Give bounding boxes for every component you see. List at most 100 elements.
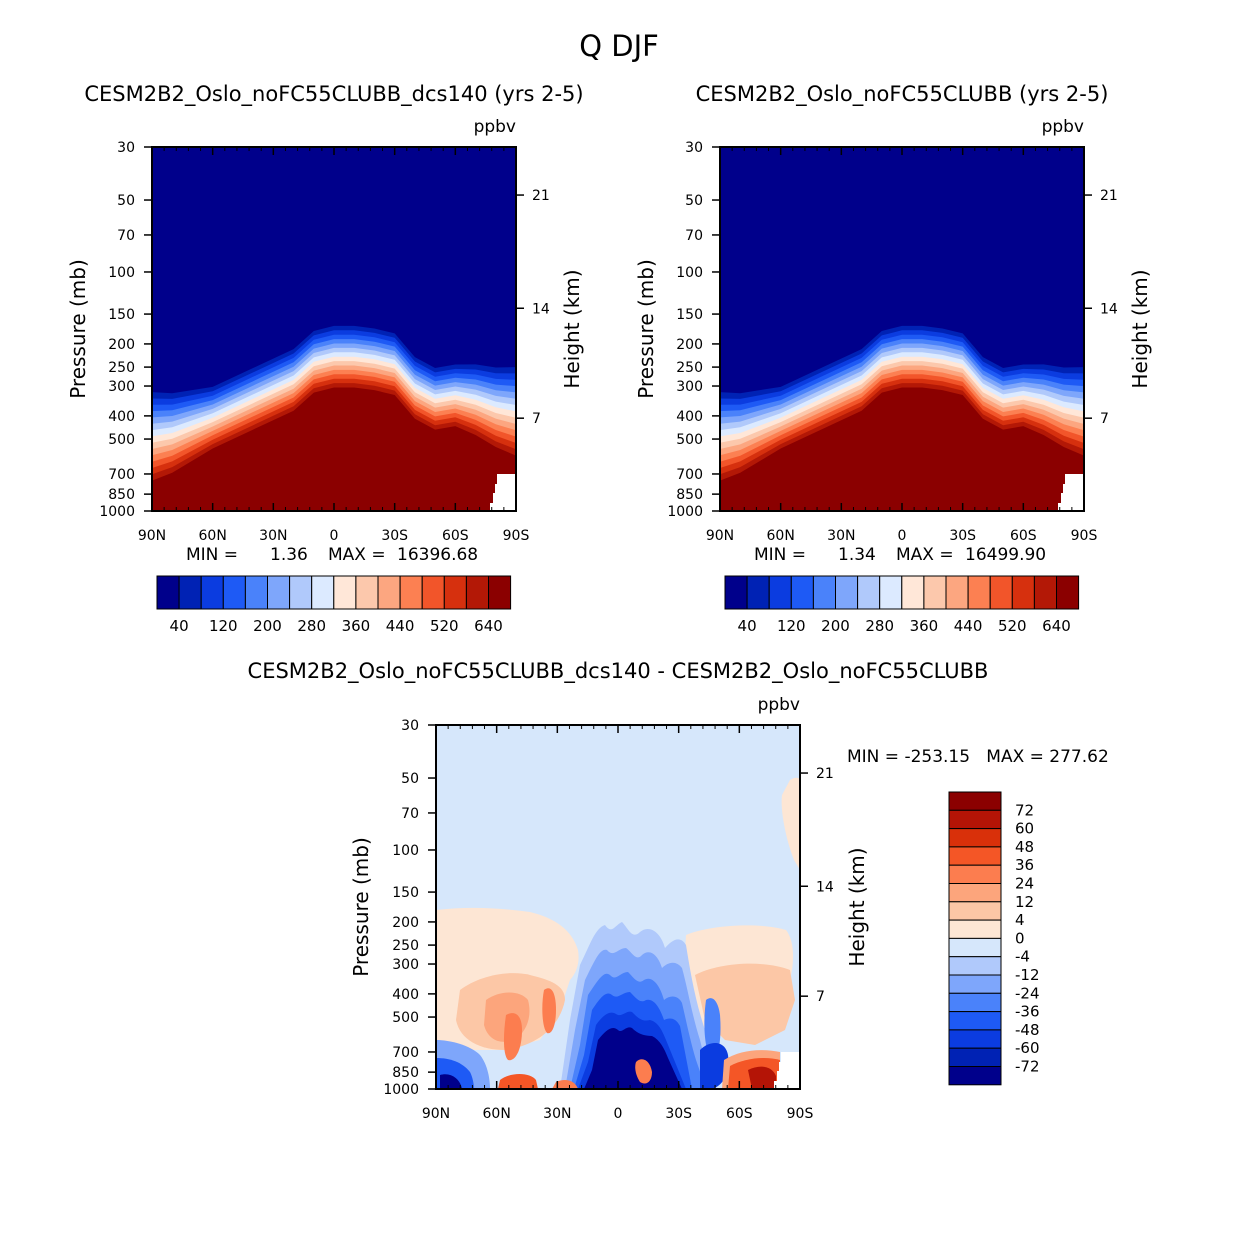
y-tick-label: 70 (401, 806, 419, 822)
colorbar-label: 440 (954, 617, 983, 635)
colorbar-box (812, 575, 837, 610)
colorbar-label: -24 (1015, 984, 1040, 1002)
colorbar-label: 360 (910, 617, 939, 635)
colorbar-label: 280 (297, 617, 326, 635)
y-right-tick-label: 14 (532, 301, 550, 317)
y-axis-right-label: Height (km) (1128, 269, 1152, 388)
colorbar-label: 520 (430, 617, 459, 635)
colorbar-box (967, 575, 991, 610)
colorbar-box (835, 575, 859, 610)
max-label: MAX = (896, 545, 954, 565)
colorbar-box (465, 575, 489, 610)
units-label: ppbv (1042, 117, 1084, 137)
colorbar-label: -48 (1015, 1021, 1040, 1039)
colorbar-box (948, 956, 1002, 976)
min-value: 1.36 (270, 545, 308, 565)
colorbar-label: 24 (1015, 875, 1034, 893)
colorbar-label: -12 (1015, 966, 1040, 984)
axes: 305070100150200250300400500700850100090N… (667, 140, 1118, 544)
colorbar-label: 200 (821, 617, 850, 635)
y-axis-label: Pressure (mb) (66, 259, 90, 399)
colorbar-box (901, 575, 925, 610)
colorbar-label: -36 (1015, 1003, 1040, 1021)
colorbar-box (989, 575, 1013, 610)
x-tick-label: 30S (949, 528, 976, 544)
y-tick-label: 300 (108, 379, 135, 395)
colorbar-label: 440 (386, 617, 415, 635)
y-tick-label: 50 (685, 193, 703, 209)
colorbar-box (948, 1011, 1002, 1031)
colorbar-box (948, 901, 1002, 921)
max-value: 16499.90 (965, 545, 1046, 565)
colorbar-box (399, 575, 423, 610)
colorbar-box (948, 864, 1002, 885)
min-value: 1.34 (838, 545, 876, 565)
y-tick-label: 50 (117, 193, 135, 209)
units-label: ppbv (474, 117, 516, 137)
colorbar-label: 120 (777, 617, 806, 635)
colorbar-label: 72 (1015, 801, 1034, 819)
y-tick-label: 200 (108, 337, 135, 353)
y-tick-label: 500 (108, 432, 135, 448)
colorbar-box (1033, 575, 1058, 610)
x-tick-label: 90N (706, 528, 734, 544)
y-tick-label: 30 (685, 140, 703, 156)
colorbar-box (443, 575, 467, 610)
units-label: ppbv (758, 695, 800, 715)
axes: 305070100150200250300400500700850100090N… (383, 718, 834, 1122)
colorbar-label: 40 (738, 617, 757, 635)
colorbar-box (200, 575, 224, 610)
colorbar-label: 60 (1015, 820, 1034, 838)
x-tick-label: 90S (503, 528, 530, 544)
x-tick-label: 90N (138, 528, 166, 544)
y-right-tick-label: 7 (1100, 411, 1109, 427)
y-axis-label: Pressure (mb) (634, 259, 658, 399)
x-tick-label: 0 (898, 528, 907, 544)
missing-data-region (1058, 474, 1084, 511)
x-tick-label: 60N (767, 528, 795, 544)
x-tick-label: 30S (381, 528, 408, 544)
panel-control-dcs140: CESM2B2_Oslo_noFC55CLUBB_dcs140 (yrs 2-5… (66, 82, 584, 635)
y-tick-label: 250 (392, 938, 419, 954)
colorbar-box (724, 575, 748, 610)
colorbar: 40 120 200 280 360 440 520 640 (156, 575, 512, 635)
x-tick-label: 0 (330, 528, 339, 544)
x-tick-label: 90S (1071, 528, 1098, 544)
panel-title: CESM2B2_Oslo_noFC55CLUBB (yrs 2-5) (696, 82, 1109, 107)
anomaly-positive-72 (748, 1066, 776, 1089)
y-tick-label: 250 (676, 360, 703, 376)
y-tick-label: 850 (676, 487, 703, 503)
colorbar-box (768, 575, 792, 610)
colorbar-box (945, 575, 969, 610)
colorbar-box (1011, 575, 1035, 610)
stats: MIN = 1.36 MAX = 16396.68 (186, 545, 478, 565)
y-tick-label: 1000 (383, 1082, 419, 1098)
colorbar-label: 12 (1015, 893, 1034, 911)
colorbar-label: -60 (1015, 1039, 1040, 1057)
panel-title: CESM2B2_Oslo_noFC55CLUBB_dcs140 (yrs 2-5… (84, 82, 583, 107)
x-tick-label: 30N (543, 1106, 571, 1122)
y-right-tick-label: 21 (532, 188, 550, 204)
x-tick-label: 60S (1010, 528, 1037, 544)
min-label: MIN = (186, 545, 238, 565)
y-axis-right-label: Height (km) (845, 847, 869, 966)
colorbar-box (790, 575, 814, 610)
y-tick-label: 500 (392, 1010, 419, 1026)
colorbar-box (355, 575, 379, 610)
colorbar-label: 360 (342, 617, 371, 635)
contour-bands (720, 147, 1084, 481)
colorbar-label: 200 (253, 617, 282, 635)
colorbar-box (377, 575, 401, 610)
y-axis-label: Pressure (mb) (349, 837, 373, 977)
y-tick-label: 70 (685, 228, 703, 244)
y-tick-label: 50 (401, 771, 419, 787)
colorbar-label: 280 (865, 617, 894, 635)
y-tick-label: 400 (392, 987, 419, 1003)
y-tick-label: 250 (108, 360, 135, 376)
colorbar-box (948, 919, 1002, 939)
contour-band (152, 147, 516, 394)
y-tick-label: 850 (108, 487, 135, 503)
max-value: 16396.68 (397, 545, 478, 565)
y-tick-label: 400 (108, 409, 135, 425)
